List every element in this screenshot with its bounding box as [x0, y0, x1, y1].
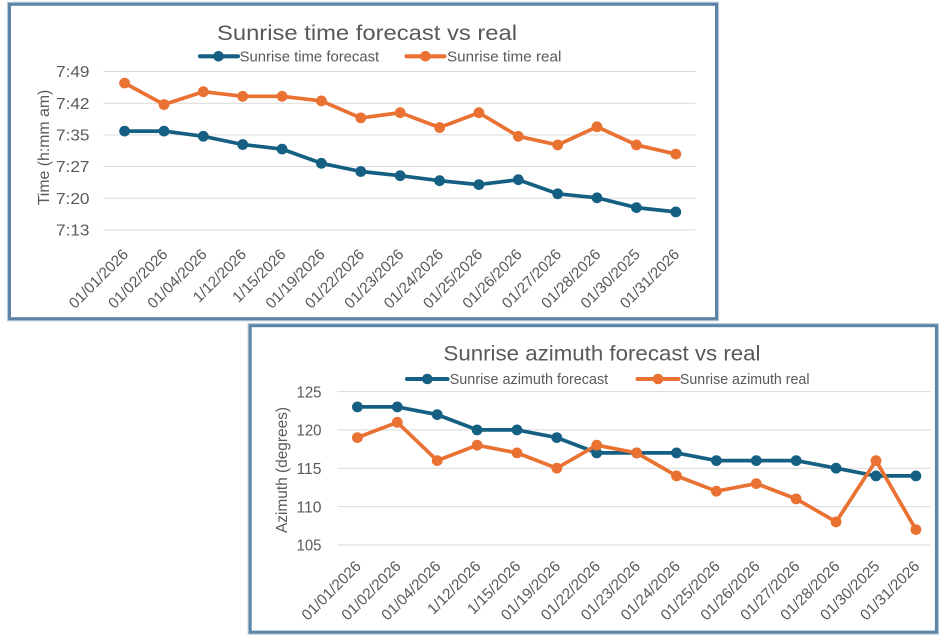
- svg-text:7:49: 7:49: [56, 64, 90, 81]
- svg-text:Sunrise azimuth forecast: Sunrise azimuth forecast: [450, 372, 609, 388]
- svg-text:110: 110: [297, 499, 322, 516]
- svg-text:7:20: 7:20: [56, 191, 90, 208]
- svg-text:Azimuth (degrees): Azimuth (degrees): [274, 407, 291, 533]
- svg-text:Sunrise time real: Sunrise time real: [447, 49, 561, 65]
- svg-text:115: 115: [297, 461, 322, 478]
- svg-text:Sunrise azimuth real: Sunrise azimuth real: [680, 372, 810, 388]
- svg-text:Sunrise time forecast vs real: Sunrise time forecast vs real: [217, 21, 517, 45]
- svg-text:7:27: 7:27: [56, 159, 90, 176]
- svg-text:125: 125: [297, 384, 322, 401]
- svg-text:7:35: 7:35: [56, 128, 90, 145]
- svg-text:Sunrise azimuth forecast vs re: Sunrise azimuth forecast vs real: [444, 342, 761, 366]
- svg-text:Time (h:mm am): Time (h:mm am): [36, 90, 53, 206]
- svg-text:105: 105: [297, 538, 322, 555]
- svg-text:7:42: 7:42: [56, 96, 90, 113]
- svg-text:7:13: 7:13: [56, 223, 90, 240]
- svg-text:120: 120: [297, 423, 322, 440]
- svg-text:Sunrise time forecast: Sunrise time forecast: [240, 49, 380, 65]
